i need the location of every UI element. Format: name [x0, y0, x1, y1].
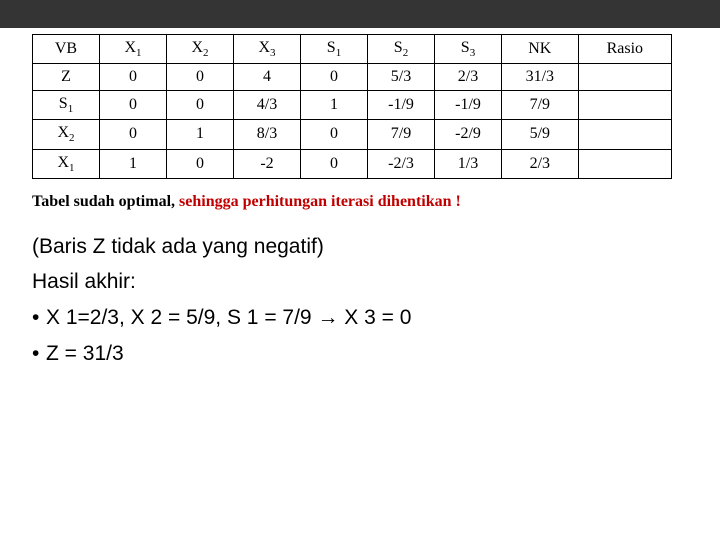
notes-block: (Baris Z tidak ada yang negatif) Hasil a… [32, 229, 688, 372]
col-x3: X3 [234, 35, 301, 64]
slide-header-bar [0, 0, 720, 28]
cell-vb: S1 [33, 91, 100, 120]
col-nk: NK [502, 35, 579, 64]
cell [578, 120, 671, 149]
caption-text: Tabel sudah optimal, sehingga perhitunga… [32, 193, 688, 211]
cell: 8/3 [234, 120, 301, 149]
cell: 7/9 [502, 91, 579, 120]
note-line-1: (Baris Z tidak ada yang negatif) [32, 229, 688, 265]
table-row: X1 1 0 -2 0 -2/3 1/3 2/3 [33, 149, 672, 178]
cell-vb: X2 [33, 120, 100, 149]
cell: 0 [167, 64, 234, 91]
caption-lead: Tabel sudah optimal, [32, 193, 179, 210]
cell: 5/3 [368, 64, 435, 91]
cell: -1/9 [368, 91, 435, 120]
col-x2: X2 [167, 35, 234, 64]
cell: 0 [100, 64, 167, 91]
cell: 7/9 [368, 120, 435, 149]
caption-warning: sehingga perhitungan iterasi dihentikan … [179, 193, 461, 210]
table-header-row: VB X1 X2 X3 S1 S2 S3 NK Rasio [33, 35, 672, 64]
col-s2: S2 [368, 35, 435, 64]
cell: 4 [234, 64, 301, 91]
cell: 2/3 [502, 149, 579, 178]
note-line-3: •X 1=2/3, X 2 = 5/9, S 1 = 7/9 → X 3 = 0 [32, 300, 688, 336]
cell: 0 [301, 149, 368, 178]
cell: 1 [301, 91, 368, 120]
col-rasio: Rasio [578, 35, 671, 64]
cell: 0 [167, 91, 234, 120]
cell: 31/3 [502, 64, 579, 91]
cell: 1/3 [435, 149, 502, 178]
cell: 0 [100, 120, 167, 149]
cell: -2/3 [368, 149, 435, 178]
note-line-4: •Z = 31/3 [32, 336, 688, 372]
cell [578, 149, 671, 178]
cell: 0 [301, 120, 368, 149]
slide-content: VB X1 X2 X3 S1 S2 S3 NK Rasio Z 0 0 4 0 … [0, 28, 720, 372]
cell: 1 [167, 120, 234, 149]
table-row: X2 0 1 8/3 0 7/9 -2/9 5/9 [33, 120, 672, 149]
col-x1: X1 [100, 35, 167, 64]
cell: 0 [301, 64, 368, 91]
col-s3: S3 [435, 35, 502, 64]
cell-vb: X1 [33, 149, 100, 178]
table-row: S1 0 0 4/3 1 -1/9 -1/9 7/9 [33, 91, 672, 120]
cell: -1/9 [435, 91, 502, 120]
cell [578, 64, 671, 91]
simplex-table: VB X1 X2 X3 S1 S2 S3 NK Rasio Z 0 0 4 0 … [32, 34, 672, 179]
col-s1: S1 [301, 35, 368, 64]
note-line-2: Hasil akhir: [32, 264, 688, 300]
cell: 4/3 [234, 91, 301, 120]
table-row: Z 0 0 4 0 5/3 2/3 31/3 [33, 64, 672, 91]
cell: 2/3 [435, 64, 502, 91]
cell: 5/9 [502, 120, 579, 149]
cell: 0 [167, 149, 234, 178]
cell: -2 [234, 149, 301, 178]
cell: 1 [100, 149, 167, 178]
cell-vb: Z [33, 64, 100, 91]
col-vb: VB [33, 35, 100, 64]
cell: -2/9 [435, 120, 502, 149]
cell: 0 [100, 91, 167, 120]
cell [578, 91, 671, 120]
